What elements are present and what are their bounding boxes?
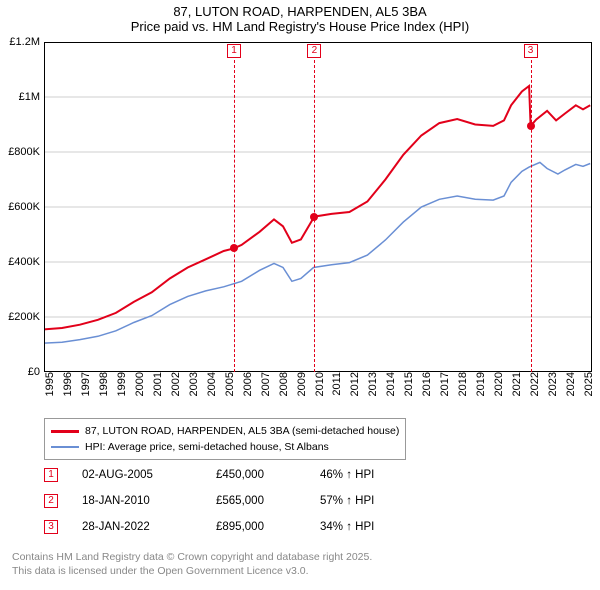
x-tick-label: 2003 bbox=[188, 372, 196, 396]
legend-row: HPI: Average price, semi-detached house,… bbox=[51, 439, 399, 455]
x-tick-label: 2014 bbox=[385, 372, 393, 396]
sale-table: 1 02-AUG-2005 £450,000 46% ↑ HPI 2 18-JAN-201… bbox=[44, 462, 410, 540]
y-tick-label: £1M bbox=[19, 91, 40, 103]
y-tick-label: £0 bbox=[28, 366, 40, 378]
x-tick-label: 2016 bbox=[421, 372, 429, 396]
x-tick-label: 2008 bbox=[278, 372, 286, 396]
chart: £0£200K£400K£600K£800K£1M£1.2M 199519961… bbox=[44, 42, 592, 372]
x-tick-label: 2011 bbox=[331, 372, 339, 396]
legend: 87, LUTON ROAD, HARPENDEN, AL5 3BA (semi… bbox=[44, 418, 406, 460]
x-tick-label: 2023 bbox=[547, 372, 555, 396]
chart-svg bbox=[44, 42, 592, 372]
x-tick-label: 1996 bbox=[62, 372, 70, 396]
x-tick-label: 2009 bbox=[296, 372, 304, 396]
sale-row-hpi: 34% ↑ HPI bbox=[320, 514, 410, 540]
y-tick-label: £800K bbox=[8, 146, 40, 158]
x-tick-label: 2006 bbox=[242, 372, 250, 396]
footer-line-2: This data is licensed under the Open Gov… bbox=[12, 564, 372, 578]
sale-row-hpi: 57% ↑ HPI bbox=[320, 488, 410, 514]
x-tick-label: 2004 bbox=[206, 372, 214, 396]
x-tick-label: 1999 bbox=[116, 372, 124, 396]
chart-title: 87, LUTON ROAD, HARPENDEN, AL5 3BA Price… bbox=[0, 0, 600, 34]
series-hpi bbox=[44, 162, 590, 343]
title-line-1: 87, LUTON ROAD, HARPENDEN, AL5 3BA bbox=[0, 4, 600, 19]
x-tick-label: 2025 bbox=[583, 372, 591, 396]
x-tick-label: 2010 bbox=[314, 372, 322, 396]
sale-marker-box: 2 bbox=[307, 44, 321, 58]
x-tick-label: 1998 bbox=[98, 372, 106, 396]
legend-swatch bbox=[51, 446, 79, 448]
sale-row-price: £895,000 bbox=[216, 514, 296, 540]
sale-row-marker: 3 bbox=[44, 520, 58, 534]
sale-marker-box: 3 bbox=[524, 44, 538, 58]
sale-row: 3 28-JAN-2022 £895,000 34% ↑ HPI bbox=[44, 514, 410, 540]
x-tick-label: 2019 bbox=[475, 372, 483, 396]
sale-marker-dot bbox=[310, 213, 318, 221]
sale-row-price: £565,000 bbox=[216, 488, 296, 514]
series-price_paid bbox=[44, 86, 590, 329]
x-tick-label: 2007 bbox=[260, 372, 268, 396]
x-tick-label: 1997 bbox=[80, 372, 88, 396]
legend-swatch bbox=[51, 430, 79, 433]
y-tick-label: £200K bbox=[8, 311, 40, 323]
y-tick-label: £400K bbox=[8, 256, 40, 268]
sale-marker-box: 1 bbox=[227, 44, 241, 58]
sale-row-date: 02-AUG-2005 bbox=[82, 462, 192, 488]
x-tick-label: 2005 bbox=[224, 372, 232, 396]
legend-row: 87, LUTON ROAD, HARPENDEN, AL5 3BA (semi… bbox=[51, 423, 399, 439]
x-tick-label: 1995 bbox=[44, 372, 52, 396]
title-line-2: Price paid vs. HM Land Registry's House … bbox=[0, 19, 600, 34]
sale-marker-line bbox=[234, 60, 235, 372]
sale-row-date: 18-JAN-2010 bbox=[82, 488, 192, 514]
attribution-footer: Contains HM Land Registry data © Crown c… bbox=[12, 550, 372, 578]
x-tick-label: 2000 bbox=[134, 372, 142, 396]
x-tick-label: 2002 bbox=[170, 372, 178, 396]
sale-row-marker: 1 bbox=[44, 468, 58, 482]
sale-row: 1 02-AUG-2005 £450,000 46% ↑ HPI bbox=[44, 462, 410, 488]
x-tick-label: 2018 bbox=[457, 372, 465, 396]
sale-marker-dot bbox=[230, 244, 238, 252]
x-tick-label: 2022 bbox=[529, 372, 537, 396]
y-tick-label: £600K bbox=[8, 201, 40, 213]
x-tick-label: 2015 bbox=[403, 372, 411, 396]
x-tick-label: 2013 bbox=[367, 372, 375, 396]
x-tick-label: 2024 bbox=[565, 372, 573, 396]
legend-label: 87, LUTON ROAD, HARPENDEN, AL5 3BA (semi… bbox=[85, 423, 399, 439]
sale-row-date: 28-JAN-2022 bbox=[82, 514, 192, 540]
x-tick-label: 2021 bbox=[511, 372, 519, 396]
sale-row-marker: 2 bbox=[44, 494, 58, 508]
x-tick-label: 2017 bbox=[439, 372, 447, 396]
legend-label: HPI: Average price, semi-detached house,… bbox=[85, 439, 329, 455]
x-tick-label: 2012 bbox=[349, 372, 357, 396]
sale-row: 2 18-JAN-2010 £565,000 57% ↑ HPI bbox=[44, 488, 410, 514]
sale-row-price: £450,000 bbox=[216, 462, 296, 488]
sale-marker-line bbox=[531, 60, 532, 372]
footer-line-1: Contains HM Land Registry data © Crown c… bbox=[12, 550, 372, 564]
sale-marker-dot bbox=[527, 122, 535, 130]
sale-row-hpi: 46% ↑ HPI bbox=[320, 462, 410, 488]
y-tick-label: £1.2M bbox=[9, 36, 40, 48]
x-tick-label: 2001 bbox=[152, 372, 160, 396]
x-tick-label: 2020 bbox=[493, 372, 501, 396]
